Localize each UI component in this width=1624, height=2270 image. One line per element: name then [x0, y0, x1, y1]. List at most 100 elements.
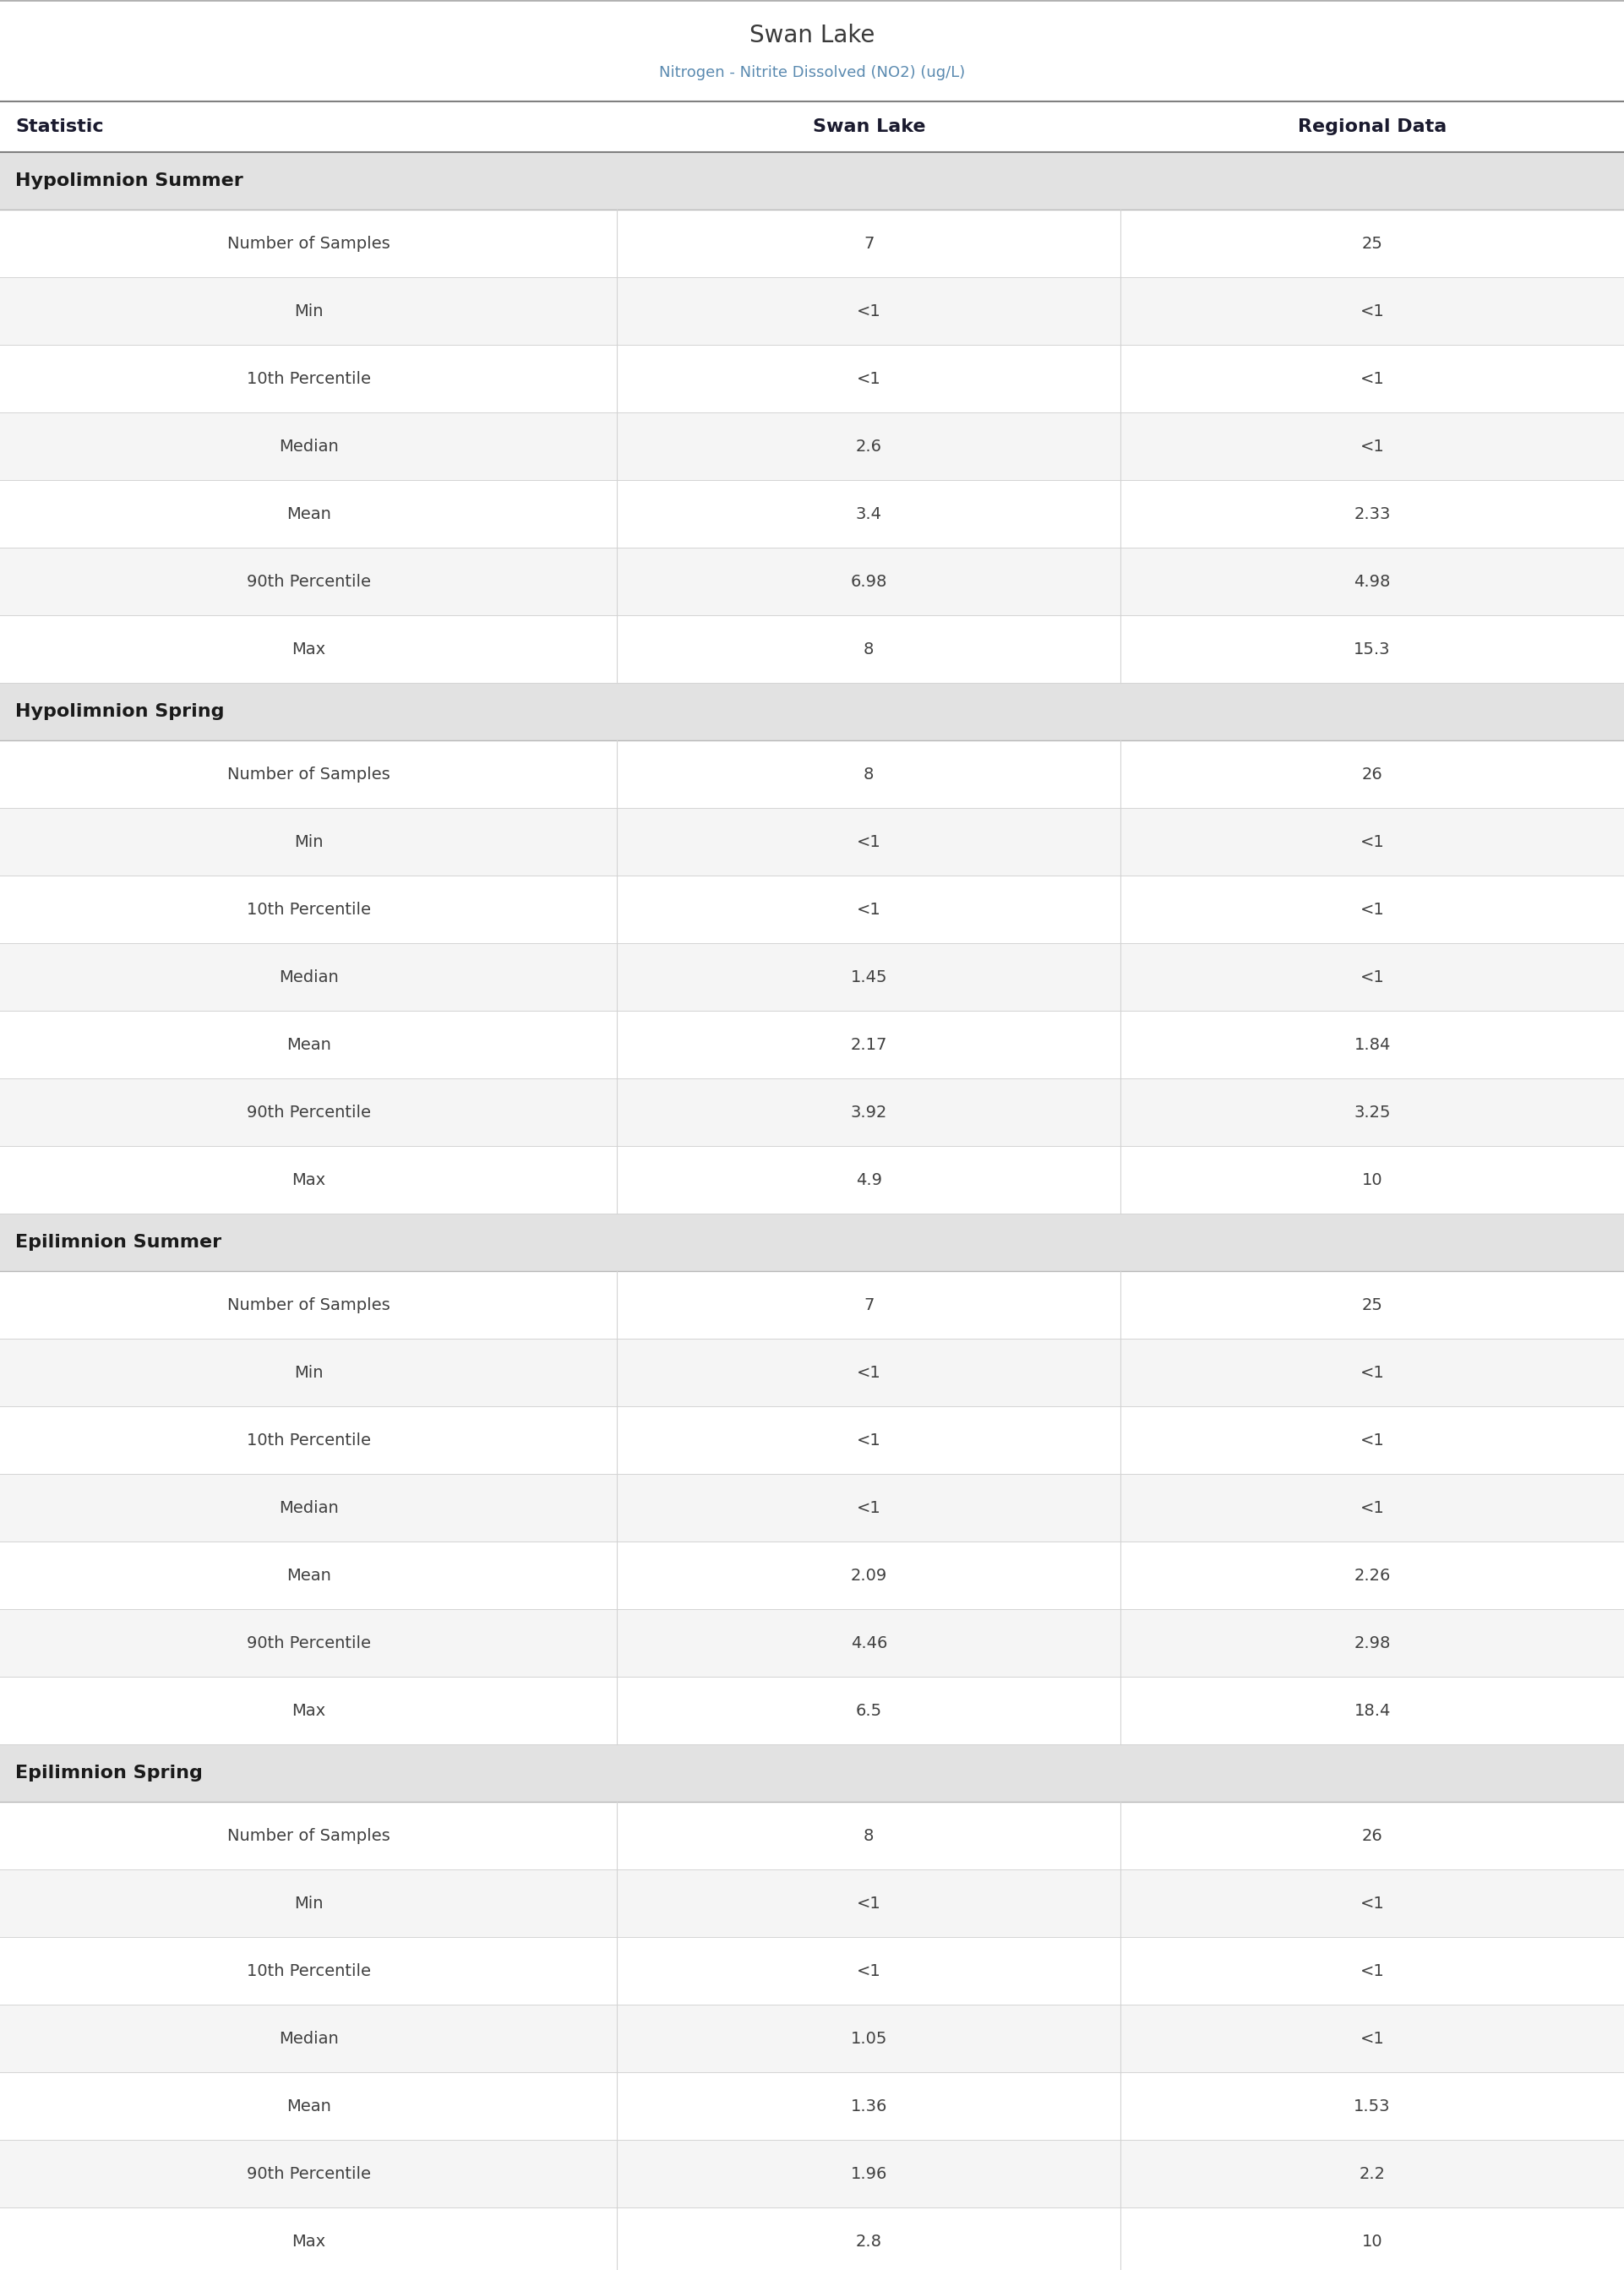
Text: 10: 10	[1363, 2234, 1382, 2250]
Text: Min: Min	[294, 833, 323, 849]
Text: <1: <1	[1361, 438, 1384, 454]
Text: 2.2: 2.2	[1359, 2166, 1385, 2181]
Text: 90th Percentile: 90th Percentile	[247, 574, 370, 590]
Text: 26: 26	[1363, 765, 1382, 783]
Text: 2.98: 2.98	[1354, 1634, 1390, 1650]
Bar	[0, 413, 1624, 479]
Text: 25: 25	[1363, 236, 1382, 252]
Bar	[0, 547, 1624, 615]
Text: <1: <1	[857, 833, 880, 849]
Text: 4.9: 4.9	[856, 1171, 882, 1187]
Bar	[0, 1541, 1624, 1609]
Bar	[0, 2004, 1624, 2073]
Text: 7: 7	[864, 236, 874, 252]
Text: <1: <1	[857, 1964, 880, 1979]
Text: Swan Lake: Swan Lake	[812, 118, 926, 136]
Text: 18.4: 18.4	[1354, 1702, 1390, 1718]
Text: Number of Samples: Number of Samples	[227, 236, 390, 252]
Bar	[0, 808, 1624, 876]
Text: <1: <1	[857, 1895, 880, 1911]
Bar	[0, 615, 1624, 683]
Text: 3.4: 3.4	[856, 506, 882, 522]
Text: <1: <1	[857, 1364, 880, 1380]
Text: 90th Percentile: 90th Percentile	[247, 1634, 370, 1650]
Text: <1: <1	[1361, 901, 1384, 917]
Text: Median: Median	[279, 438, 338, 454]
Text: <1: <1	[1361, 1895, 1384, 1911]
Bar	[0, 1936, 1624, 2004]
Text: 10th Percentile: 10th Percentile	[247, 901, 370, 917]
Text: <1: <1	[1361, 2029, 1384, 2048]
Bar	[0, 1146, 1624, 1214]
Text: <1: <1	[1361, 370, 1384, 386]
Text: Max: Max	[292, 1171, 325, 1187]
Text: 10: 10	[1363, 1171, 1382, 1187]
Text: 2.33: 2.33	[1354, 506, 1390, 522]
Text: Min: Min	[294, 1364, 323, 1380]
Text: <1: <1	[857, 1500, 880, 1516]
Text: <1: <1	[1361, 1500, 1384, 1516]
Bar	[0, 1214, 1624, 1271]
Bar	[0, 152, 1624, 209]
Text: Mean: Mean	[286, 2097, 331, 2113]
Text: 1.84: 1.84	[1354, 1037, 1390, 1053]
Text: Regional Data: Regional Data	[1298, 118, 1447, 136]
Text: 90th Percentile: 90th Percentile	[247, 1103, 370, 1119]
Text: Hypolimnion Spring: Hypolimnion Spring	[15, 704, 224, 720]
Text: 15.3: 15.3	[1354, 640, 1390, 656]
Text: 1.36: 1.36	[851, 2097, 887, 2113]
Text: Median: Median	[279, 2029, 338, 2048]
Bar	[0, 209, 1624, 277]
Text: <1: <1	[1361, 1432, 1384, 1448]
Text: 2.6: 2.6	[856, 438, 882, 454]
Text: 2.8: 2.8	[856, 2234, 882, 2250]
Text: 26: 26	[1363, 1827, 1382, 1843]
Text: Mean: Mean	[286, 1037, 331, 1053]
Text: Number of Samples: Number of Samples	[227, 1296, 390, 1312]
Text: <1: <1	[1361, 969, 1384, 985]
Text: 2.26: 2.26	[1354, 1566, 1390, 1584]
Text: Hypolimnion Summer: Hypolimnion Summer	[15, 173, 244, 188]
Text: <1: <1	[857, 302, 880, 320]
Text: <1: <1	[1361, 302, 1384, 320]
Text: 8: 8	[864, 765, 874, 783]
Text: 8: 8	[864, 640, 874, 656]
Text: 6.5: 6.5	[856, 1702, 882, 1718]
Text: 2.09: 2.09	[851, 1566, 887, 1584]
Text: <1: <1	[1361, 1964, 1384, 1979]
Bar	[0, 1870, 1624, 1936]
Text: <1: <1	[857, 370, 880, 386]
Bar	[0, 479, 1624, 547]
Bar	[0, 1609, 1624, 1678]
Bar	[0, 1271, 1624, 1339]
Text: 4.98: 4.98	[1354, 574, 1390, 590]
Text: 7: 7	[864, 1296, 874, 1312]
Text: 1.53: 1.53	[1354, 2097, 1390, 2113]
Bar	[0, 2206, 1624, 2270]
Text: 25: 25	[1363, 1296, 1382, 1312]
Text: 2.17: 2.17	[851, 1037, 887, 1053]
Text: <1: <1	[1361, 833, 1384, 849]
Text: 1.96: 1.96	[851, 2166, 887, 2181]
Bar	[0, 1802, 1624, 1870]
Text: <1: <1	[1361, 1364, 1384, 1380]
Text: 10th Percentile: 10th Percentile	[247, 1964, 370, 1979]
Text: 3.25: 3.25	[1354, 1103, 1390, 1119]
Text: Number of Samples: Number of Samples	[227, 1827, 390, 1843]
Text: Epilimnion Summer: Epilimnion Summer	[15, 1235, 221, 1251]
Bar	[0, 1473, 1624, 1541]
Text: Min: Min	[294, 1895, 323, 1911]
Bar	[0, 1678, 1624, 1743]
Bar	[0, 345, 1624, 413]
Text: Mean: Mean	[286, 1566, 331, 1584]
Text: <1: <1	[857, 1432, 880, 1448]
Text: 10th Percentile: 10th Percentile	[247, 370, 370, 386]
Text: Median: Median	[279, 1500, 338, 1516]
Text: 1.05: 1.05	[851, 2029, 887, 2048]
Bar	[0, 1743, 1624, 1802]
Bar	[0, 277, 1624, 345]
Text: Epilimnion Spring: Epilimnion Spring	[15, 1764, 203, 1782]
Bar	[0, 1407, 1624, 1473]
Bar	[0, 1078, 1624, 1146]
Text: Number of Samples: Number of Samples	[227, 765, 390, 783]
